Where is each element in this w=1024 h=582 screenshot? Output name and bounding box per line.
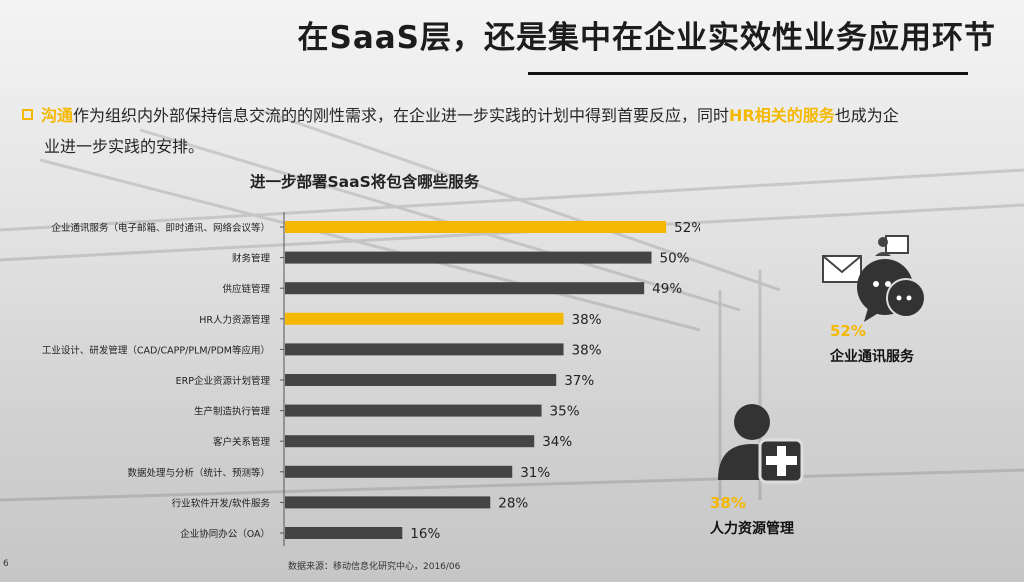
intro-highlight-hr: HR相关的服务 [729,106,835,125]
footnote-source: 数据来源：移动信息化研究中心，2016/06 [288,562,461,572]
intro-highlight-communication: 沟通 [41,106,74,125]
bar [285,221,667,233]
category-label: 生产制造执行管理 [194,406,271,418]
bar-chart: 企业通讯服务（电子邮箱、即时通讯、网络会议等） 52% 财务管理 50% 供应链管理 49… [42,212,700,546]
page-number: 6 [3,559,9,569]
stat-communication-label: 企业通讯服务 [830,349,914,365]
bar [285,312,564,325]
title-underline [528,72,968,75]
bar [285,251,652,264]
intro-text-1: 作为组织内外部保持信息交流的的刚性需求，在企业进一步实践的计划中得到首要反应，同… [73,106,730,125]
stat-hr-label: 人力资源管理 [710,521,794,537]
bar [285,343,564,356]
bar [285,465,513,478]
square-bullet-icon [22,109,33,120]
category-label: 企业协同办公（OA） [180,528,270,540]
stat-hr-percent: 38% [710,494,746,512]
bar [285,496,491,509]
category-label: 企业通讯服务（电子邮箱、即时通讯、网络会议等） [51,222,270,234]
category-label: 工业设计、研发管理（CAD/CAPP/PLM/PDM等应用） [42,344,270,356]
value-label: 16% [410,526,440,542]
bar [285,282,645,295]
value-label: 34% [542,434,572,450]
chart-title: 进一步部署SaaS将包含哪些服务 [250,173,480,191]
stat-communication: 52% 企业通讯服务 [830,322,914,366]
bar [285,527,403,539]
stat-hr: 38% 人力资源管理 [710,494,794,538]
page-title: 在SaaS层，还是集中在企业实效性业务应用环节 [297,20,996,56]
category-label: HR人力资源管理 [199,314,270,326]
chat-bubbles-icon [822,235,926,322]
value-label: 49% [652,281,682,297]
intro-paragraph: 沟通作为组织内外部保持信息交流的的刚性需求，在企业进一步实践的计划中得到首要反应… [22,100,997,162]
value-label: 37% [564,373,594,389]
category-label: 客户关系管理 [213,436,271,448]
add-person-icon [718,404,804,484]
category-label: 数据处理与分析（统计、预测等） [127,467,270,479]
category-label: 行业软件开发/软件服务 [172,497,271,509]
category-label: 财务管理 [232,253,271,265]
intro-text-2: 也成为企 [834,106,899,125]
value-label: 28% [498,495,528,511]
value-label: 38% [572,342,602,358]
value-label: 35% [550,404,580,420]
bar [285,435,535,448]
category-label: ERP企业资源计划管理 [176,375,271,387]
value-label: 52% [674,220,700,236]
bar [285,404,542,417]
stat-communication-percent: 52% [830,322,866,340]
value-label: 50% [660,251,690,267]
intro-text-3: 业进一步实践的安排。 [44,137,205,156]
category-label: 供应链管理 [222,283,270,295]
value-label: 31% [520,465,550,481]
bar [285,374,557,386]
value-label: 38% [572,312,602,328]
